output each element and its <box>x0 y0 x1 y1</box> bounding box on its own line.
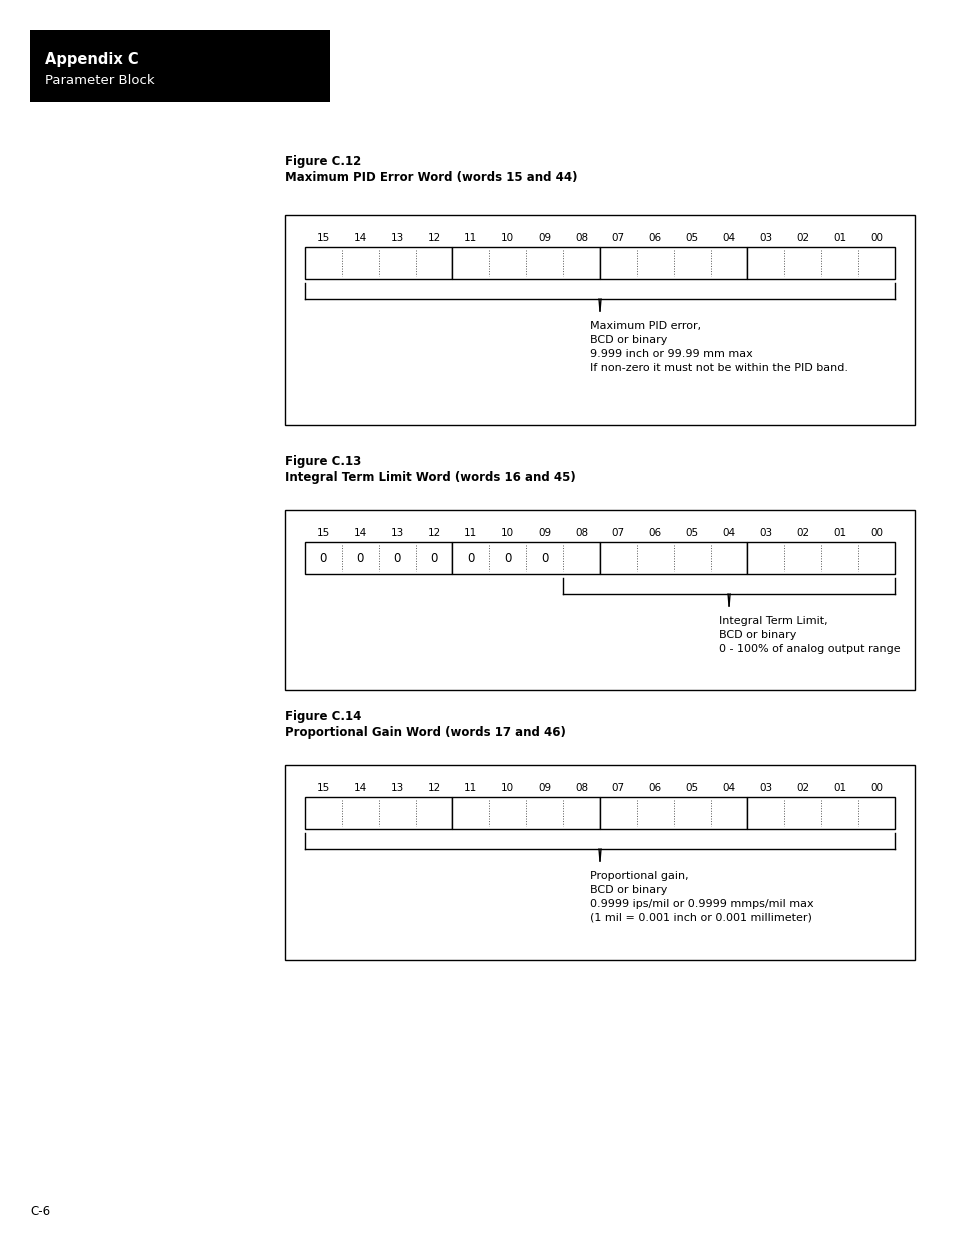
Text: 01: 01 <box>832 783 845 793</box>
Bar <box>599 797 747 829</box>
Text: 0: 0 <box>430 552 437 564</box>
Text: 03: 03 <box>759 783 772 793</box>
Text: 07: 07 <box>611 233 624 243</box>
Text: 01: 01 <box>832 529 845 538</box>
Text: 0: 0 <box>393 552 400 564</box>
Text: 15: 15 <box>316 783 330 793</box>
Text: 9.999 inch or 99.99 mm max: 9.999 inch or 99.99 mm max <box>589 350 752 359</box>
Text: 13: 13 <box>390 233 403 243</box>
Text: Proportional Gain Word (words 17 and 46): Proportional Gain Word (words 17 and 46) <box>285 726 565 739</box>
Bar <box>30 30 330 103</box>
Text: 0: 0 <box>540 552 548 564</box>
Text: Figure C.14: Figure C.14 <box>285 710 361 722</box>
Text: 09: 09 <box>537 529 551 538</box>
Text: 00: 00 <box>869 233 882 243</box>
Text: 14: 14 <box>354 783 367 793</box>
Text: 03: 03 <box>759 529 772 538</box>
Text: 07: 07 <box>611 529 624 538</box>
Text: BCD or binary: BCD or binary <box>589 335 667 345</box>
Bar <box>305 542 452 574</box>
Text: 08: 08 <box>575 529 587 538</box>
Text: 06: 06 <box>648 233 661 243</box>
Text: 04: 04 <box>721 529 735 538</box>
Text: 07: 07 <box>611 783 624 793</box>
Text: 14: 14 <box>354 233 367 243</box>
Text: C-6: C-6 <box>30 1205 51 1218</box>
Text: 13: 13 <box>390 783 403 793</box>
Text: 06: 06 <box>648 783 661 793</box>
Text: 02: 02 <box>796 233 808 243</box>
Text: 0: 0 <box>356 552 364 564</box>
Text: 12: 12 <box>427 783 440 793</box>
Text: Integral Term Limit,: Integral Term Limit, <box>719 616 827 626</box>
Text: 06: 06 <box>648 529 661 538</box>
Bar <box>452 247 599 279</box>
Text: 00: 00 <box>869 783 882 793</box>
Text: 05: 05 <box>685 529 698 538</box>
Text: 03: 03 <box>759 233 772 243</box>
Text: 02: 02 <box>796 783 808 793</box>
Text: Proportional gain,: Proportional gain, <box>589 871 688 881</box>
Text: 0.9999 ips/mil or 0.9999 mmps/mil max: 0.9999 ips/mil or 0.9999 mmps/mil max <box>589 899 813 909</box>
Text: 12: 12 <box>427 529 440 538</box>
Bar <box>747 542 894 574</box>
Text: 05: 05 <box>685 233 698 243</box>
Bar <box>305 797 452 829</box>
Text: 10: 10 <box>500 529 514 538</box>
Bar <box>285 510 914 690</box>
Text: 11: 11 <box>464 529 477 538</box>
Text: 15: 15 <box>316 529 330 538</box>
Text: 08: 08 <box>575 783 587 793</box>
Text: 0: 0 <box>467 552 475 564</box>
Text: 08: 08 <box>575 233 587 243</box>
Text: 13: 13 <box>390 529 403 538</box>
Text: 02: 02 <box>796 529 808 538</box>
Bar <box>747 797 894 829</box>
Text: 15: 15 <box>316 233 330 243</box>
Bar <box>452 542 599 574</box>
Bar <box>285 215 914 425</box>
Text: Appendix C: Appendix C <box>45 52 138 67</box>
Text: 01: 01 <box>832 233 845 243</box>
Text: BCD or binary: BCD or binary <box>589 885 667 895</box>
Text: 10: 10 <box>500 783 514 793</box>
Text: (1 mil = 0.001 inch or 0.001 millimeter): (1 mil = 0.001 inch or 0.001 millimeter) <box>589 913 811 923</box>
Bar <box>452 797 599 829</box>
Text: If non-zero it must not be within the PID band.: If non-zero it must not be within the PI… <box>589 363 847 373</box>
Text: 09: 09 <box>537 783 551 793</box>
Text: 04: 04 <box>721 783 735 793</box>
Text: Parameter Block: Parameter Block <box>45 74 154 86</box>
Bar <box>747 247 894 279</box>
Text: Figure C.13: Figure C.13 <box>285 454 361 468</box>
Text: 0: 0 <box>319 552 327 564</box>
Text: 0 - 100% of analog output range: 0 - 100% of analog output range <box>719 643 900 655</box>
Text: Integral Term Limit Word (words 16 and 45): Integral Term Limit Word (words 16 and 4… <box>285 471 576 484</box>
Bar <box>285 764 914 960</box>
Bar <box>599 247 747 279</box>
Text: BCD or binary: BCD or binary <box>719 630 796 640</box>
Bar <box>305 247 452 279</box>
Text: Figure C.12: Figure C.12 <box>285 156 361 168</box>
Text: 11: 11 <box>464 233 477 243</box>
Bar <box>599 542 747 574</box>
Text: 05: 05 <box>685 783 698 793</box>
Text: 10: 10 <box>500 233 514 243</box>
Text: 11: 11 <box>464 783 477 793</box>
Text: 00: 00 <box>869 529 882 538</box>
Text: 09: 09 <box>537 233 551 243</box>
Text: Maximum PID error,: Maximum PID error, <box>589 321 700 331</box>
Text: 12: 12 <box>427 233 440 243</box>
Text: 04: 04 <box>721 233 735 243</box>
Text: 0: 0 <box>503 552 511 564</box>
Text: 14: 14 <box>354 529 367 538</box>
Text: Maximum PID Error Word (words 15 and 44): Maximum PID Error Word (words 15 and 44) <box>285 170 577 184</box>
